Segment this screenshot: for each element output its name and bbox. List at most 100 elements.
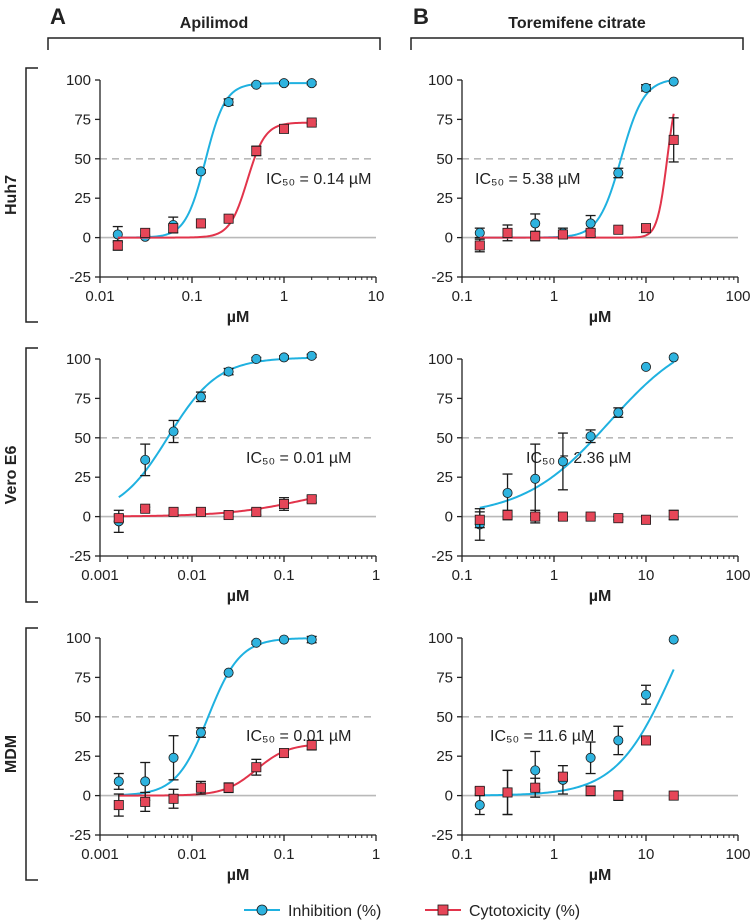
x-tick-label: 0.001 [81,846,119,863]
x-axis-label: µM [227,588,250,605]
inhibition-point [140,776,151,787]
y-tick-label: -25 [69,269,91,286]
inhibition-point [585,218,596,229]
y-tick-label: 0 [445,509,453,526]
cytotoxicity-point [223,510,234,521]
inhibition-point [585,431,596,442]
inhibition-point [530,765,541,776]
cytotoxicity-point [195,506,206,517]
x-axis-label: µM [589,867,612,884]
x-tick-label: 0.1 [274,846,295,863]
y-tick-label: 75 [74,669,91,686]
chart-mdm-apilimod: -25 0 25 50 75 100 0.001 0.01 0.1 1 µM IC₅₀ = 0.01 … [66,630,380,884]
x-tick-label: 10 [638,846,655,863]
inhibition-point [278,634,289,645]
cytotoxicity-point [306,494,317,505]
cytotoxicity-point [140,796,151,807]
cytotoxicity-point [168,506,179,517]
y-tick-label: 25 [74,469,91,486]
legend-cytotoxicity-label: Cytotoxicity (%) [469,903,580,920]
x-tick-label: 1 [550,846,558,863]
inhibition-point [613,407,624,418]
inhibition-point [223,667,234,678]
y-tick-label: 25 [436,190,453,207]
inhibition-point [113,776,124,787]
y-tick-label: 75 [436,669,453,686]
y-tick-label: -25 [431,269,453,286]
inhibition-point [502,487,513,498]
y-tick-label: 100 [66,630,91,647]
cytotoxicity-point [278,123,289,134]
inhibition-point [278,352,289,363]
cytotoxicity-point [168,223,179,234]
inhibition-point [168,426,179,437]
x-axis-label: µM [227,867,250,884]
x-tick-label: 10 [638,567,655,584]
cytotoxicity-point [502,510,513,521]
cytotoxicity-point [306,117,317,128]
y-tick-label: 25 [436,469,453,486]
x-tick-label: 1 [280,288,288,305]
chart-vero-toremifene: -25 0 25 50 75 100 0.1 1 10 100 µM IC₅₀ = 2.36 µM [428,351,751,605]
cytotoxicity-point [641,223,652,234]
y-tick-label: 75 [436,390,453,407]
inhibition-point [641,689,652,700]
x-axis-label: µM [589,309,612,326]
x-tick-label: 100 [725,567,750,584]
cytotoxicity-point [223,782,234,793]
y-tick-label: 50 [436,430,453,447]
y-tick-label: 0 [445,230,453,247]
cytotoxicity-point [251,145,262,156]
cytotoxicity-point [641,514,652,525]
cytotoxicity-point [195,782,206,793]
inhibition-point [251,637,262,648]
row-bracket-vero [25,347,38,603]
y-tick-label: 25 [74,190,91,207]
x-axis-label: µM [227,309,250,326]
y-tick-label: 25 [74,748,91,765]
cytotoxicity-point [278,498,289,509]
row-label-huh7: Huh7 [3,175,20,215]
cytotoxicity-point [140,503,151,514]
y-tick-label: 50 [74,709,91,726]
y-tick-label: 0 [83,788,91,805]
y-tick-label: 75 [74,111,91,128]
cytotoxicity-point [585,785,596,796]
y-tick-label: 75 [74,390,91,407]
cytotoxicity-point [530,231,541,242]
y-tick-label: -25 [431,827,453,844]
cytotoxicity-point [112,240,123,251]
cytotoxicity-point [251,506,262,517]
y-tick-label: 50 [74,151,91,168]
cytotoxicity-point [223,213,234,224]
inhibition-point [668,352,679,363]
y-tick-label: 75 [436,111,453,128]
cytotoxicity-point [195,218,206,229]
panel-letter-b: B [413,4,429,29]
y-tick-label: 100 [428,72,453,89]
ic50-label: IC₅₀ = 11.6 µM [490,728,594,745]
x-tick-label: 1 [550,288,558,305]
inhibition-point [641,82,652,93]
inhibition-point [306,350,317,361]
ic50-label: IC₅₀ = 2.36 µM [526,450,631,467]
cytotoxicity-point [613,790,624,801]
inhibition-fit-curve [117,82,312,239]
inhibition-point [251,79,262,90]
inhibition-point [140,454,151,465]
cytotoxicity-point [140,227,151,238]
cytotoxicity-point [502,227,513,238]
inhibition-point [641,361,652,372]
x-tick-label: 0.01 [177,567,206,584]
x-tick-label: 1 [372,846,380,863]
inhibition-point [168,752,179,763]
x-tick-label: 0.1 [452,567,473,584]
cytotoxicity-point [585,227,596,238]
drug-title-apilimod: Apilimod [180,15,248,32]
chart-mdm-toremifene: -25 0 25 50 75 100 0.1 1 10 100 µM IC₅₀ = 11.6 µM [428,630,751,884]
row-bracket-huh7 [25,67,38,323]
y-tick-label: 50 [436,151,453,168]
inhibition-point [613,735,624,746]
inhibition-point [306,78,317,89]
cytotoxicity-point [474,514,485,525]
